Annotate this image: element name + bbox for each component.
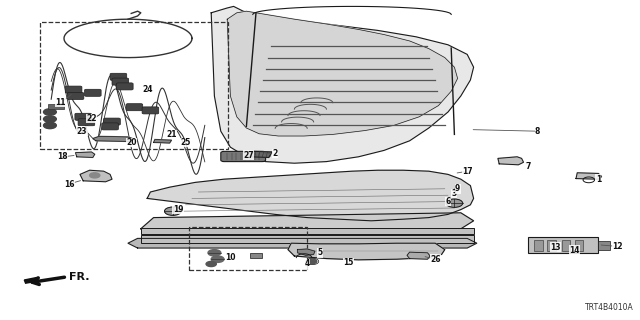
Polygon shape [227,11,458,136]
Circle shape [206,261,216,267]
Text: 26: 26 [430,255,440,264]
Polygon shape [76,152,95,157]
Text: 16: 16 [64,180,74,188]
Text: 8: 8 [535,127,540,136]
Text: 25: 25 [180,138,191,147]
Bar [575,240,583,251]
Text: 9: 9 [455,184,460,193]
Bar [48,104,64,109]
Text: 7: 7 [525,162,531,171]
Polygon shape [93,136,134,141]
Circle shape [208,250,221,256]
Bar [598,241,610,250]
Polygon shape [250,151,272,157]
Polygon shape [288,243,445,260]
Text: FR.: FR. [69,272,90,283]
Bar [547,240,556,251]
FancyBboxPatch shape [116,83,133,90]
Circle shape [308,259,317,264]
Text: 17: 17 [462,167,472,176]
Text: 21: 21 [166,130,177,139]
Text: 10: 10 [225,253,236,262]
Polygon shape [154,140,172,143]
Text: 2: 2 [273,149,278,158]
Circle shape [44,109,56,115]
Text: 19: 19 [173,205,183,214]
Text: 15: 15 [344,258,354,267]
Text: 23: 23 [77,127,87,136]
FancyBboxPatch shape [112,78,129,85]
Circle shape [211,256,224,262]
Bar [141,235,474,243]
Polygon shape [128,238,477,248]
Bar [189,227,307,270]
FancyBboxPatch shape [221,151,266,162]
Polygon shape [141,213,474,234]
Circle shape [44,116,56,122]
Circle shape [446,199,463,207]
FancyBboxPatch shape [110,73,127,80]
Polygon shape [147,170,474,221]
Text: 18: 18 [58,152,68,161]
Polygon shape [576,173,602,179]
Bar [528,237,598,253]
Polygon shape [498,157,524,165]
Circle shape [44,122,56,129]
Text: 24: 24 [142,85,152,94]
FancyBboxPatch shape [102,123,118,130]
Text: 13: 13 [550,243,561,252]
Text: 20: 20 [126,138,136,147]
FancyBboxPatch shape [126,104,143,111]
Bar [562,240,570,251]
Circle shape [90,173,100,178]
FancyBboxPatch shape [75,113,92,120]
Text: 1: 1 [596,175,601,184]
Text: 6: 6 [445,197,451,206]
Polygon shape [211,6,474,163]
Text: 22: 22 [86,114,97,123]
Polygon shape [80,170,112,182]
Bar [534,240,543,251]
Text: 5: 5 [317,248,323,257]
FancyBboxPatch shape [67,92,84,100]
Text: 27: 27 [243,151,253,160]
FancyBboxPatch shape [142,107,159,114]
FancyBboxPatch shape [84,89,101,96]
Text: 3: 3 [452,189,457,198]
Polygon shape [407,252,430,259]
Text: 4: 4 [305,260,310,268]
Text: 11: 11 [56,98,66,107]
FancyBboxPatch shape [104,118,120,125]
Circle shape [164,207,181,215]
Text: 12: 12 [612,242,623,251]
Polygon shape [24,277,38,283]
Bar [141,228,474,234]
Polygon shape [298,249,315,255]
Text: 14: 14 [570,246,580,255]
FancyBboxPatch shape [78,119,95,126]
Text: TRT4B4010A: TRT4B4010A [585,303,634,312]
Bar [40,22,228,149]
Bar [250,253,262,258]
FancyBboxPatch shape [65,86,82,93]
